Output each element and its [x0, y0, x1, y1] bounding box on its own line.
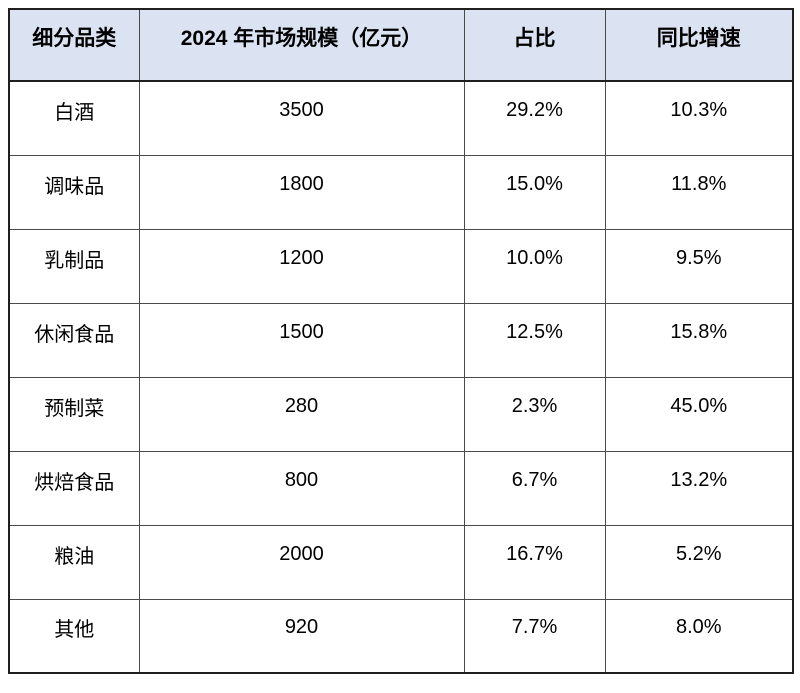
cell-category: 乳制品 — [8, 228, 140, 304]
cell-category: 预制菜 — [8, 376, 140, 452]
cell-market-size: 920 — [138, 598, 465, 674]
cell-category: 其他 — [8, 598, 140, 674]
header-cell-yoy-growth: 同比增速 — [604, 8, 794, 82]
cell-category: 休闲食品 — [8, 302, 140, 378]
cell-share: 29.2% — [463, 80, 606, 156]
cell-market-size: 800 — [138, 450, 465, 526]
cell-share: 10.0% — [463, 228, 606, 304]
cell-share: 15.0% — [463, 154, 606, 230]
table-row: 乳制品 1200 10.0% 9.5% — [8, 228, 794, 304]
market-size-table: 细分品类 2024 年市场规模（亿元） 占比 同比增速 白酒 3500 29.2… — [8, 8, 794, 674]
cell-market-size: 1800 — [138, 154, 465, 230]
cell-category: 粮油 — [8, 524, 140, 600]
table-row: 烘焙食品 800 6.7% 13.2% — [8, 450, 794, 526]
cell-category: 烘焙食品 — [8, 450, 140, 526]
table-row: 粮油 2000 16.7% 5.2% — [8, 524, 794, 600]
cell-category: 调味品 — [8, 154, 140, 230]
table-row: 白酒 3500 29.2% 10.3% — [8, 80, 794, 156]
cell-yoy-growth: 15.8% — [604, 302, 794, 378]
header-cell-category: 细分品类 — [8, 8, 140, 82]
cell-yoy-growth: 10.3% — [604, 80, 794, 156]
cell-yoy-growth: 5.2% — [604, 524, 794, 600]
cell-market-size: 1500 — [138, 302, 465, 378]
table-row: 调味品 1800 15.0% 11.8% — [8, 154, 794, 230]
cell-market-size: 2000 — [138, 524, 465, 600]
table-row: 休闲食品 1500 12.5% 15.8% — [8, 302, 794, 378]
cell-market-size: 3500 — [138, 80, 465, 156]
table-row: 预制菜 280 2.3% 45.0% — [8, 376, 794, 452]
cell-share: 7.7% — [463, 598, 606, 674]
cell-yoy-growth: 13.2% — [604, 450, 794, 526]
cell-yoy-growth: 45.0% — [604, 376, 794, 452]
cell-yoy-growth: 8.0% — [604, 598, 794, 674]
table-header-row: 细分品类 2024 年市场规模（亿元） 占比 同比增速 — [8, 8, 794, 82]
cell-yoy-growth: 9.5% — [604, 228, 794, 304]
header-cell-share: 占比 — [463, 8, 606, 82]
cell-yoy-growth: 11.8% — [604, 154, 794, 230]
table-row: 其他 920 7.7% 8.0% — [8, 598, 794, 674]
cell-share: 12.5% — [463, 302, 606, 378]
header-cell-market-size: 2024 年市场规模（亿元） — [138, 8, 465, 82]
cell-share: 2.3% — [463, 376, 606, 452]
cell-share: 16.7% — [463, 524, 606, 600]
cell-market-size: 280 — [138, 376, 465, 452]
cell-share: 6.7% — [463, 450, 606, 526]
cell-market-size: 1200 — [138, 228, 465, 304]
cell-category: 白酒 — [8, 80, 140, 156]
